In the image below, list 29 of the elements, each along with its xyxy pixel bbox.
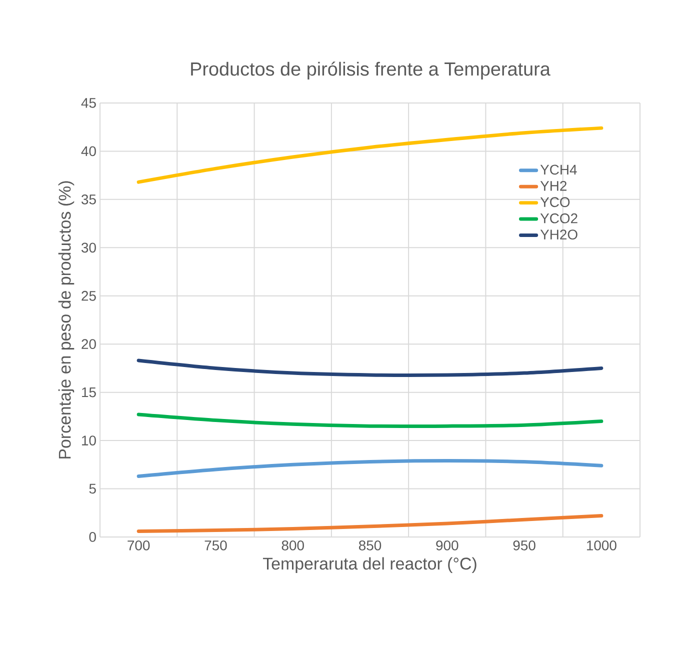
legend-label: YCO — [540, 197, 570, 208]
y-axis-title: Porcentaje en peso de productos (%) — [58, 181, 74, 458]
y-tick-label: 30 — [82, 242, 96, 253]
legend-label: YCO2 — [540, 213, 578, 224]
legend-label: YCH4 — [540, 164, 577, 175]
line-series — [136, 459, 604, 478]
y-tick-label: 40 — [81, 146, 96, 156]
legend-label: YH2 — [540, 180, 566, 191]
x-tick-label: 1000 — [586, 540, 616, 550]
y-tick-label: 20 — [82, 339, 96, 350]
legend-label: YH2O — [540, 230, 578, 240]
x-tick-label: 750 — [204, 540, 227, 550]
y-tick-label: 15 — [82, 387, 96, 398]
line-series — [136, 358, 604, 377]
x-tick-label: 850 — [358, 540, 382, 550]
y-tick-label: 10 — [82, 436, 96, 446]
y-tick-label: 25 — [82, 290, 96, 301]
x-axis-title: Temperaruta del reactor (°C) — [262, 557, 476, 574]
y-tick-label: 35 — [82, 194, 96, 204]
x-tick-label: 950 — [513, 540, 536, 550]
x-tick-label: 900 — [436, 540, 458, 550]
y-tick-label: 5 — [89, 484, 96, 494]
x-tick-label: 800 — [282, 540, 304, 550]
y-tick-label: 45 — [81, 98, 96, 108]
chart-title: Productos de pirólisis frente a Temperatura — [191, 62, 550, 80]
line-series — [136, 412, 604, 428]
y-tick-label: 0 — [89, 532, 96, 542]
x-tick-label: 700 — [128, 540, 150, 550]
line-series — [136, 514, 604, 533]
